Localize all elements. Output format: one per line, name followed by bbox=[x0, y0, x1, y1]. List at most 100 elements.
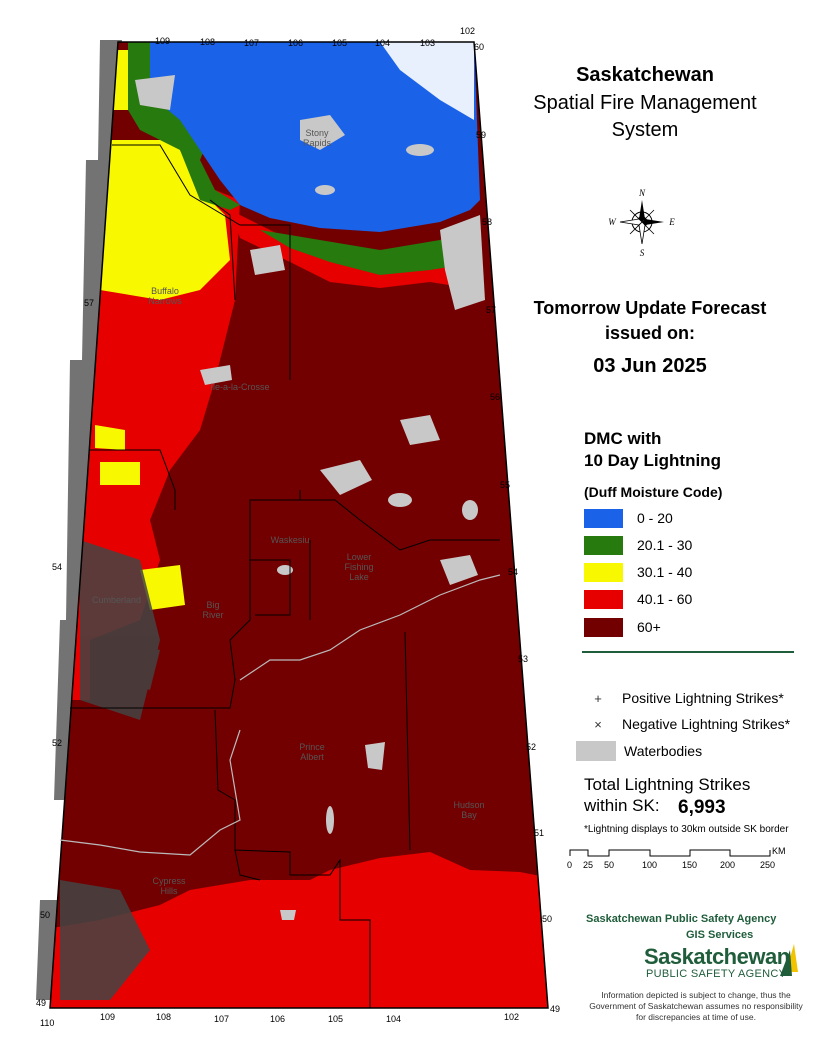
legend-item-0-20: 0 - 20 bbox=[584, 508, 673, 528]
plus-icon: + bbox=[594, 690, 602, 706]
agency-unit: GIS Services bbox=[686, 929, 754, 941]
compass-n: N bbox=[638, 188, 646, 198]
legend-label: 30.1 - 40 bbox=[637, 564, 693, 580]
compass-w: W bbox=[608, 217, 617, 227]
legend-swatch-green bbox=[584, 535, 623, 555]
scale-tick-0: 0 bbox=[567, 860, 573, 870]
tick-right-54: 54 bbox=[508, 567, 519, 577]
cross-icon: × bbox=[594, 716, 602, 732]
map-title-system-line1: Spatial Fire Management bbox=[533, 92, 757, 114]
agency-logo-mark bbox=[780, 944, 798, 976]
scale-tick-100: 100 bbox=[642, 860, 658, 870]
legend-subtitle: (Duff Moisture Code) bbox=[584, 484, 723, 500]
dmc-zone-40-60-south bbox=[50, 852, 548, 1008]
inside-lightning-strikes bbox=[60, 540, 160, 1000]
label-stony-rapids: Stony Rapids bbox=[302, 128, 331, 148]
legend-item-20-30: 20.1 - 30 bbox=[584, 535, 692, 555]
legend-negative-strikes: × Negative Lightning Strikes* bbox=[588, 714, 790, 734]
label-waskesiu: Waskesiu bbox=[270, 535, 310, 545]
compass-s: S bbox=[640, 248, 645, 258]
tick-bottom-105: 105 bbox=[328, 1014, 344, 1024]
tick-right-55: 55 bbox=[500, 480, 511, 490]
map-title-system: Spatial Fire Management System bbox=[500, 90, 790, 144]
total-strikes-count: 6,993 bbox=[678, 797, 726, 818]
scale-tick-25: 25 bbox=[583, 860, 594, 870]
compass-rose: N E S W bbox=[608, 188, 675, 258]
tick-right-56: 56 bbox=[490, 392, 501, 402]
label-cumberland: Cumberland bbox=[92, 595, 142, 605]
label-prince-albert: Prince Albert bbox=[299, 742, 325, 762]
legend-negative-label: Negative Lightning Strikes* bbox=[622, 716, 791, 732]
rivers bbox=[59, 574, 501, 856]
tick-top-108: 108 bbox=[200, 37, 216, 47]
waterbodies bbox=[135, 75, 485, 920]
tick-bottom-102: 102 bbox=[504, 1012, 520, 1022]
agency-logo-subtext: PUBLIC SAFETY AGENCY bbox=[646, 968, 787, 980]
tick-right-52: 52 bbox=[526, 742, 537, 752]
label-big-river: Big River bbox=[202, 600, 224, 620]
dmc-zone-30-40-north bbox=[100, 140, 230, 300]
province-fill bbox=[50, 42, 548, 1008]
tick-right-57: 57 bbox=[486, 305, 497, 315]
legend-positive-label: Positive Lightning Strikes* bbox=[622, 690, 784, 706]
lightning-note: *Lightning displays to 30km outside SK b… bbox=[584, 824, 789, 835]
label-ile-a-la-crosse: Ile-a-la-Crosse bbox=[210, 382, 270, 392]
scale-bar bbox=[569, 849, 771, 857]
legend-swatch-water bbox=[576, 741, 616, 761]
legend-label: 0 - 20 bbox=[637, 510, 673, 526]
total-strikes-label: Total Lightning Strikes within SK: bbox=[584, 774, 750, 816]
tick-right-49: 49 bbox=[550, 1004, 561, 1014]
tick-top-102: 102 bbox=[460, 26, 476, 36]
legend-swatch-red bbox=[584, 589, 623, 609]
dmc-zone-20-30-north bbox=[260, 220, 480, 275]
tick-right-51: 51 bbox=[534, 828, 545, 838]
compass-e: E bbox=[668, 217, 675, 227]
legend-label: 20.1 - 30 bbox=[637, 537, 693, 553]
agency-name: Saskatchewan Public Safety Agency bbox=[586, 913, 777, 925]
legend-waterbodies: Waterbodies bbox=[576, 741, 702, 761]
tick-left-52: 52 bbox=[52, 738, 63, 748]
disclaimer: Information depicted is subject to chang… bbox=[589, 990, 803, 1022]
scale-unit: KM bbox=[772, 846, 786, 856]
forecast-heading: Tomorrow Update Forecast issued on: bbox=[500, 296, 800, 346]
tick-left-57: 57 bbox=[84, 298, 95, 308]
legend-item-30-40: 30.1 - 40 bbox=[584, 562, 692, 582]
tick-top-104: 104 bbox=[375, 38, 391, 48]
legend-title-line2: 10 Day Lightning bbox=[584, 451, 721, 470]
tick-bottom-109: 109 bbox=[100, 1012, 116, 1022]
tick-bottom-106: 106 bbox=[270, 1014, 286, 1024]
tick-bottom-110: 110 bbox=[40, 1018, 55, 1028]
tick-top-106: 106 bbox=[288, 38, 304, 48]
scale-tick-200: 200 bbox=[720, 860, 736, 870]
scale-tick-50: 50 bbox=[604, 860, 615, 870]
tick-right-50: 50 bbox=[542, 914, 553, 924]
total-strikes-line2: within SK: bbox=[584, 796, 660, 815]
tick-right-58: 58 bbox=[482, 217, 493, 227]
tick-left-54: 54 bbox=[52, 562, 63, 572]
legend-item-60-plus: 60+ bbox=[584, 617, 661, 637]
legend-swatch-yellow bbox=[584, 562, 623, 582]
forecast-date: 03 Jun 2025 bbox=[593, 355, 707, 377]
dmc-zone-30-40-south bbox=[95, 425, 185, 610]
tick-left-49: 49 bbox=[36, 998, 47, 1008]
forecast-line2: issued on: bbox=[604, 323, 695, 343]
legend-divider bbox=[582, 651, 794, 653]
legend-title: DMC with 10 Day Lightning bbox=[584, 428, 804, 472]
total-strikes-line1: Total Lightning Strikes bbox=[584, 775, 751, 794]
legend-swatch-dark-red bbox=[584, 617, 623, 637]
label-lower-fishing-lake: Lower Fishing Lake bbox=[344, 552, 374, 582]
district-boundaries bbox=[70, 144, 500, 1008]
tick-bottom-104: 104 bbox=[386, 1014, 402, 1024]
map-title-system-line2: System bbox=[611, 119, 679, 141]
map-title-region: Saskatchewan bbox=[576, 64, 714, 86]
legend-title-line1: DMC with bbox=[584, 429, 662, 448]
tick-top-103: 103 bbox=[420, 38, 436, 48]
tick-right-59: 59 bbox=[476, 130, 487, 140]
label-cypress-hills: Cypress Hills bbox=[152, 876, 186, 896]
legend-positive-strikes: + Positive Lightning Strikes* bbox=[588, 688, 784, 708]
tick-top-105: 105 bbox=[332, 38, 348, 48]
forecast-line1: Tomorrow Update Forecast bbox=[533, 298, 767, 318]
province-boundary bbox=[49, 41, 549, 1009]
tick-right-60: 60 bbox=[474, 42, 485, 52]
scale-tick-250: 250 bbox=[760, 860, 776, 870]
